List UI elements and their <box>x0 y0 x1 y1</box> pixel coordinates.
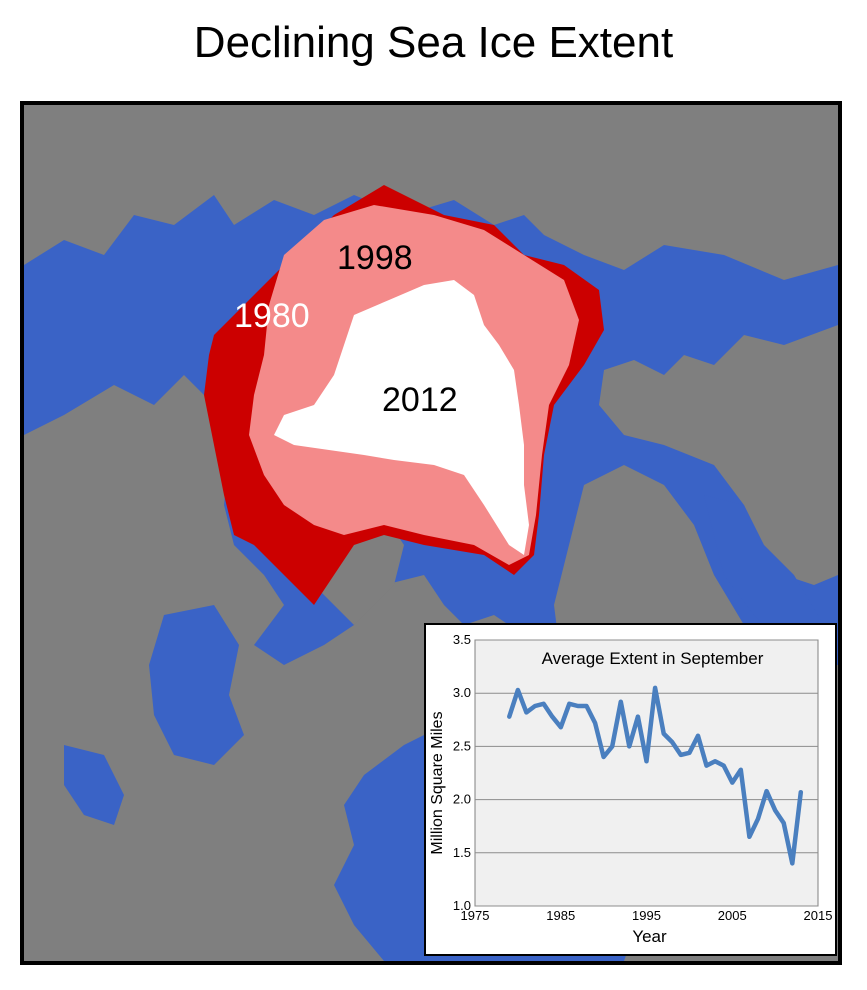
chart-title: Average Extent in September <box>542 649 764 668</box>
page-title: Declining Sea Ice Extent <box>193 18 674 67</box>
x-axis-label: Year <box>632 927 667 946</box>
x-tick-label: 1975 <box>461 908 490 923</box>
label-1998: 1998 <box>337 239 413 277</box>
baltic-sea <box>704 495 824 665</box>
x-tick-label: 1985 <box>546 908 575 923</box>
y-axis-label: Million Square Miles <box>429 711 446 854</box>
land-canada-greenland <box>24 105 838 280</box>
map-graphic <box>24 105 838 961</box>
y-tick-label: 3.0 <box>453 685 471 700</box>
label-2012: 2012 <box>382 381 458 419</box>
label-1980: 1980 <box>234 297 310 335</box>
ice-extent-2012 <box>274 280 529 555</box>
great-lakes <box>64 745 124 825</box>
arctic-sea-ice-map: 1980 1998 2012 <box>20 101 842 965</box>
hudson-bay <box>149 605 244 765</box>
inset-chart: 1.0 1.5 2.0 2.5 3.0 3.5 1975 1985 1995 2005 2015 Av… <box>424 623 837 956</box>
plot-area <box>474 639 819 907</box>
x-tick-label: 1995 <box>632 908 661 923</box>
y-tick-label: 1.0 <box>453 898 471 913</box>
y-tick-label: 2.0 <box>453 792 471 807</box>
land-siberia-right <box>599 325 838 585</box>
y-tick-label: 2.5 <box>453 738 471 753</box>
extent-line-chart: 1.0 1.5 2.0 2.5 3.0 3.5 1975 1985 1995 2005 2015 Av… <box>429 632 833 946</box>
y-tick-label: 3.5 <box>453 632 471 647</box>
x-tick-label: 2005 <box>718 908 747 923</box>
y-tick-label: 1.5 <box>453 845 471 860</box>
land-north-america <box>24 375 529 961</box>
x-tick-label: 2015 <box>804 908 833 923</box>
